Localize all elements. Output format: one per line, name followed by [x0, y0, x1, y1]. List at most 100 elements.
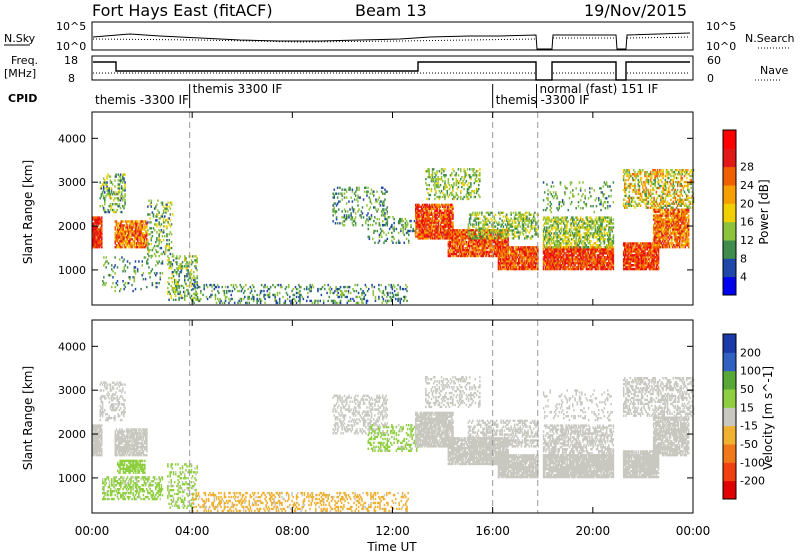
- power-cell: [131, 220, 133, 223]
- power-cell: [362, 289, 364, 293]
- power-cell: [386, 221, 389, 225]
- power-cell: [343, 285, 345, 289]
- power-cell: [203, 283, 205, 287]
- power-cell: [94, 238, 96, 241]
- power-cell: [406, 223, 409, 227]
- power-cell: [347, 289, 350, 293]
- power-cell: [181, 296, 184, 300]
- power-cell: [194, 285, 196, 289]
- power-cell: [115, 282, 118, 285]
- power-cell: [108, 175, 111, 178]
- power-cell: [104, 191, 106, 194]
- power-cell: [165, 219, 167, 222]
- power-cell: [410, 225, 412, 229]
- power-cell: [374, 206, 376, 209]
- power-cell: [170, 246, 173, 250]
- power-cell: [96, 244, 99, 247]
- power-cell: [190, 259, 193, 262]
- power-cell: [220, 299, 222, 303]
- power-cell: [383, 293, 386, 297]
- power-cell: [160, 262, 163, 265]
- power-cell: [119, 199, 122, 202]
- power-cell: [140, 246, 143, 249]
- power-cell: [567, 220, 570, 223]
- power-cell: [395, 293, 397, 297]
- power-cell: [402, 287, 405, 291]
- power-cell: [126, 282, 129, 285]
- power-cell: [457, 168, 460, 171]
- power-cell: [186, 269, 188, 272]
- power-cell: [195, 267, 197, 270]
- power-cell: [341, 210, 343, 213]
- power-cell: [402, 295, 405, 299]
- power-cell: [337, 287, 340, 291]
- power-cell: [280, 283, 282, 287]
- power-cell: [119, 177, 122, 180]
- power-cell: [119, 234, 121, 237]
- power-cell: [189, 275, 192, 278]
- power-cell: [104, 201, 106, 204]
- power-cell: [169, 201, 172, 204]
- power-cell: [152, 215, 155, 218]
- power-cell: [145, 220, 147, 223]
- power-cell: [122, 187, 124, 190]
- power-cell: [143, 240, 146, 243]
- power-cell: [155, 264, 157, 267]
- power-cell: [251, 295, 254, 299]
- power-cell: [114, 264, 116, 267]
- power-cell: [119, 224, 121, 227]
- power-cell: [226, 291, 228, 295]
- power-cell: [120, 187, 123, 190]
- power-cell: [336, 287, 338, 291]
- power-cell: [226, 295, 228, 299]
- power-cell: [383, 241, 385, 244]
- power-cell: [149, 248, 151, 252]
- power-cell: [438, 170, 441, 173]
- power-cell: [345, 214, 348, 217]
- power-cell: [415, 223, 417, 226]
- power-cell: [170, 241, 173, 244]
- power-cell: [133, 276, 136, 279]
- power-cell: [196, 292, 198, 296]
- power-cell: [124, 220, 127, 223]
- power-cell: [143, 238, 146, 241]
- power-cell: [384, 285, 387, 289]
- power-cell: [297, 291, 299, 295]
- noise-strip: N.Sky 10^5 10^0 10^5 10^0 N.Search: [4, 20, 795, 53]
- power-cell: [125, 222, 128, 225]
- power-cell: [415, 213, 417, 216]
- power-cell: [335, 287, 337, 291]
- power-cell: [121, 256, 123, 259]
- power-cell: [341, 188, 343, 191]
- power-cell: [131, 222, 133, 225]
- power-cell: [380, 283, 382, 287]
- power-cell: [513, 231, 516, 234]
- power-cell: [386, 217, 389, 221]
- power-cell: [297, 287, 299, 291]
- power-cell: [368, 208, 371, 211]
- power-cell: [93, 236, 95, 239]
- power-cell: [380, 214, 383, 217]
- power-cell: [120, 242, 122, 245]
- power-cell: [176, 255, 178, 258]
- power-cell: [196, 286, 198, 290]
- power-cell: [131, 246, 133, 249]
- power-cell: [94, 230, 96, 233]
- power-cell: [153, 244, 156, 248]
- power-cell: [203, 287, 205, 291]
- power-cell: [139, 238, 141, 241]
- power-cell: [92, 222, 94, 225]
- power-cell: [258, 293, 261, 297]
- power-cell: [145, 234, 147, 237]
- power-cell: [141, 236, 144, 239]
- power-cell: [196, 280, 198, 284]
- power-cell: [92, 242, 94, 245]
- power-cell: [256, 299, 258, 303]
- power-cell: [119, 181, 122, 184]
- power-cell: [99, 226, 102, 229]
- power-cell: [405, 237, 408, 241]
- power-cell: [92, 226, 94, 229]
- power-cell: [120, 230, 122, 233]
- power-cell: [138, 236, 140, 239]
